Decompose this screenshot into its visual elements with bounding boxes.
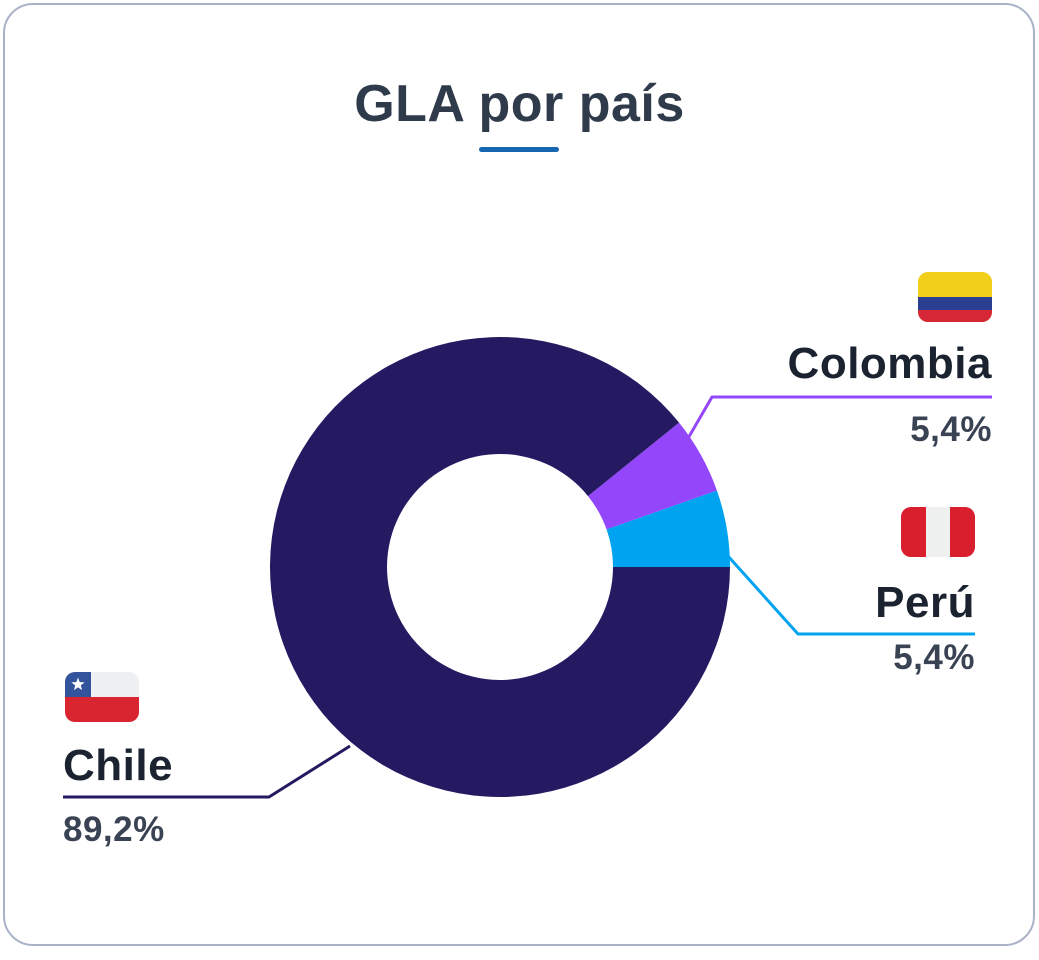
- country-label-colombia: Colombia: [787, 339, 992, 388]
- slice-chile[interactable]: [270, 336, 730, 797]
- colombia-flag-icon: [918, 272, 992, 322]
- chile-star-icon: [71, 677, 85, 691]
- country-label-chile: Chile: [63, 741, 174, 790]
- callout-chile: Chile 89,2%: [63, 672, 173, 847]
- chart-title: GLA por país: [354, 75, 685, 133]
- slice-colombia[interactable]: [587, 422, 717, 530]
- title-accent-underline: [479, 147, 559, 152]
- leader-line-colombia: [663, 395, 992, 479]
- chile-flag-icon: [65, 672, 139, 722]
- leader-line-peru: [725, 553, 975, 636]
- peru-flag-icon: [901, 507, 975, 557]
- country-value-peru: 5,4%: [893, 638, 975, 677]
- country-label-peru: Perú: [875, 578, 975, 627]
- leader-line-chile: [63, 744, 351, 799]
- country-value-chile: 89,2%: [63, 810, 165, 849]
- callout-colombia: Colombia 5,4%: [788, 272, 992, 447]
- country-value-colombia: 5,4%: [910, 410, 992, 449]
- callout-peru: Perú 5,4%: [875, 507, 975, 675]
- slice-peru[interactable]: [606, 490, 730, 567]
